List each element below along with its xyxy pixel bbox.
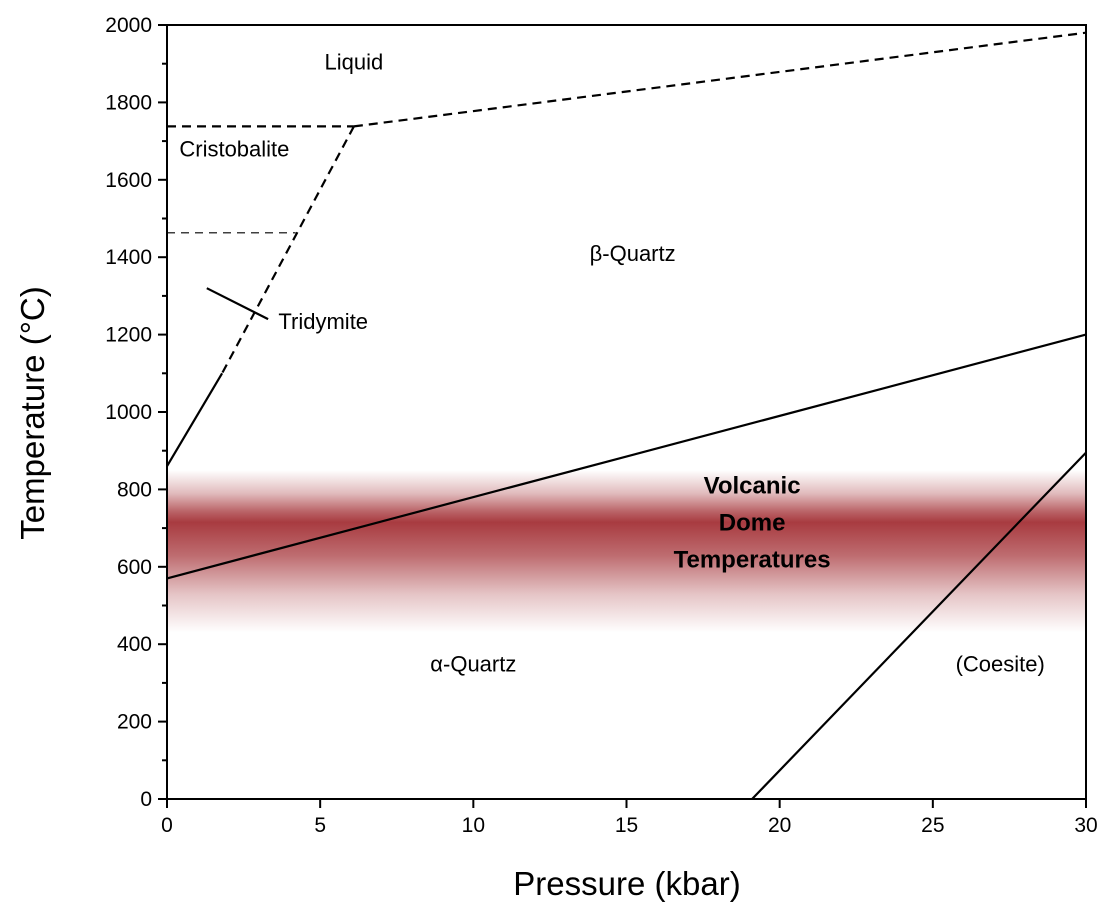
x-tick-label: 15 <box>615 814 638 837</box>
y-tick-label: 200 <box>117 711 152 734</box>
y-tick-label: 600 <box>117 556 152 579</box>
y-tick-label: 1400 <box>105 246 152 269</box>
x-tick-label: 10 <box>462 814 485 837</box>
y-tick-label: 1200 <box>105 324 152 347</box>
region-label: (Coesite) <box>956 651 1045 676</box>
y-tick-label: 800 <box>117 478 152 501</box>
band-label-line: Volcanic <box>704 472 801 499</box>
phase-boundary-7 <box>166 333 1087 580</box>
phase-boundary-6 <box>206 287 269 321</box>
phase-boundaries <box>166 31 1087 800</box>
x-axis-label: Pressure (kbar) <box>513 865 740 902</box>
region-label: Cristobalite <box>179 137 289 162</box>
phase-boundary-8 <box>751 451 1087 800</box>
band-label-line: Temperatures <box>674 546 831 573</box>
phase-boundary-4 <box>166 372 224 467</box>
y-tick-label: 400 <box>117 633 152 656</box>
axes: 0 200 400 600 800 1000 1200 1400 1600 1800 2000 0 5 1… <box>105 14 1097 837</box>
region-label: β-Quartz <box>590 241 676 266</box>
x-tick-label: 20 <box>768 814 791 837</box>
region-label: Tridymite <box>278 309 368 334</box>
x-tick-label: 25 <box>921 814 944 837</box>
volcanic-band-fill <box>167 470 1086 633</box>
region-label: α-Quartz <box>430 651 516 676</box>
volcanic-band: Volcanic Dome Temperatures <box>167 470 1086 633</box>
plot-frame <box>166 24 1087 800</box>
y-tick-label: 1800 <box>105 91 152 114</box>
region-labels: Liquid Cristobalite β-Quartz Tridymite α-Qua… <box>179 50 1044 677</box>
y-tick-label: 1600 <box>105 169 152 192</box>
y-axis-label: Temperature (°C) <box>14 286 51 539</box>
region-label: Liquid <box>325 50 384 75</box>
x-tick-label: 5 <box>314 814 326 837</box>
phase-boundary-2 <box>353 31 1087 128</box>
y-tick-label: 2000 <box>105 14 152 37</box>
y-tick-label: 1000 <box>105 401 152 424</box>
x-tick-label: 0 <box>161 814 173 837</box>
phase-boundary-3 <box>221 125 355 374</box>
x-tick-label: 30 <box>1074 814 1097 837</box>
band-label-line: Dome <box>719 509 786 536</box>
y-tick-label: 0 <box>140 788 152 811</box>
